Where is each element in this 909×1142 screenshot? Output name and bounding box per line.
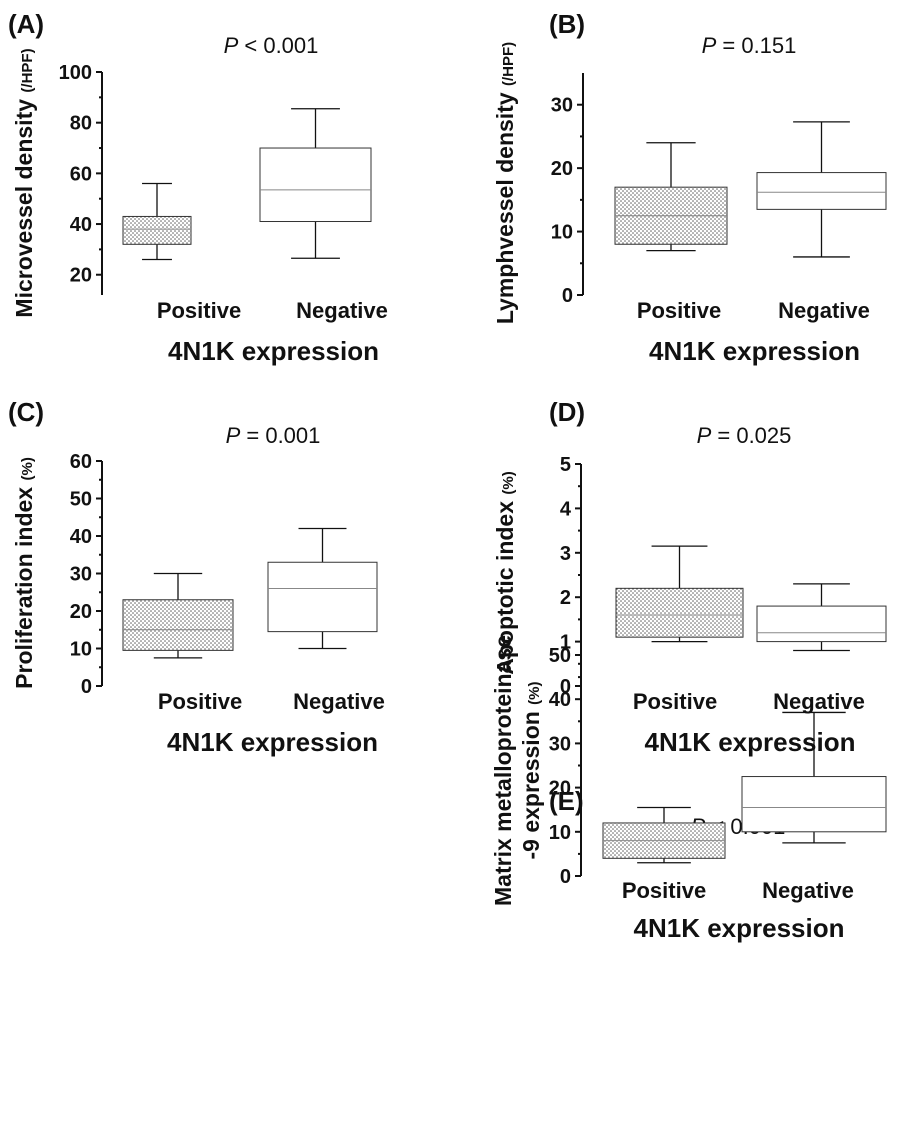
y-tick-label: 20 [551,158,573,180]
x-category-label: Positive [637,298,721,323]
y-tick-label: 3 [560,543,571,565]
iqr-box [123,600,233,651]
y-axis-label-unit: (%) [500,471,517,494]
box-positive [123,184,191,260]
p-value-text: < 0.001 [238,33,318,58]
y-tick-label: 20 [549,778,571,800]
x-axis-label: 4N1K expression [168,336,379,366]
y-tick-label: 4 [560,498,572,520]
y-tick-label: 30 [551,95,573,117]
p-symbol: P [702,33,717,58]
x-category-label: Negative [762,878,854,903]
y-tick-label: 0 [81,676,92,698]
p-value: P < 0.001 [224,33,319,58]
y-tick-label: 50 [549,645,571,667]
x-category-label: Negative [778,298,870,323]
x-axis-label: 4N1K expression [167,727,378,757]
x-axis-label: 4N1K expression [645,727,856,757]
x-category-label: Negative [296,298,388,323]
y-axis-label-unit: (/HPF) [19,48,36,92]
box-positive [616,546,743,641]
y-tick-label: 30 [70,564,92,586]
y-tick-label: 20 [70,601,92,623]
p-symbol: P [224,33,239,58]
y-tick-label: 50 [70,489,92,511]
y-axis-label-main: Lymphvessel density [492,92,518,324]
y-tick-label: 40 [70,526,92,548]
y-axis-label-unit: (%) [526,681,543,704]
y-tick-label: 80 [70,113,92,135]
y-tick-label: 10 [549,822,571,844]
y-tick-label: 100 [59,62,92,84]
panel-label: (A) [8,9,44,39]
y-tick-label: 0 [560,866,571,888]
x-category-label: Positive [157,298,241,323]
iqr-box [757,173,886,210]
x-category-label: Positive [158,689,242,714]
y-tick-label: 40 [70,214,92,236]
x-category-label: Positive [633,689,717,714]
p-symbol: P [697,423,712,448]
y-tick-label: 20 [70,265,92,287]
p-symbol: P [226,423,241,448]
y-tick-label: 40 [549,689,571,711]
y-tick-label: 60 [70,451,92,473]
y-tick-label: 5 [560,454,571,476]
y-axis-label-unit: (/HPF) [500,42,517,86]
panel-label: (B) [549,9,585,39]
iqr-box [757,606,886,642]
y-axis-label-main: -9 expression [518,711,544,859]
box-positive [615,143,727,251]
iqr-box [616,588,743,637]
p-value: P = 0.001 [226,423,321,448]
box-negative [757,122,886,257]
panel-label: (D) [549,397,585,427]
iqr-box [260,148,371,221]
p-value-text: = 0.025 [711,423,791,448]
panel-label: (C) [8,397,44,427]
y-tick-label: 2 [560,587,571,609]
panel-e: (E)P < 0.00101020304050PositiveNegative4… [490,635,886,943]
p-value-text: = 0.151 [716,33,796,58]
p-value: P = 0.151 [702,33,797,58]
box-negative [757,584,886,651]
box-negative [260,109,371,259]
x-axis-label: 4N1K expression [649,336,860,366]
y-axis-label: Lymphvessel density (/HPF) [492,42,518,324]
iqr-box [123,216,191,244]
y-tick-label: 30 [549,733,571,755]
x-category-label: Negative [773,689,865,714]
y-tick-label: 10 [70,639,92,661]
panel-b: (B) P = 0.151 0 10 20 30 Positive Negative 4N1K … [492,9,886,366]
y-tick-label: 10 [551,222,573,244]
y-tick-label: 0 [562,285,573,307]
panel-a: (A) P < 0.001 20 40 60 80 100 Positive Negative 4… [8,9,388,366]
y-axis-label-line2: -9 expression (%) [518,681,544,859]
p-value: P = 0.025 [697,423,792,448]
iqr-box [742,777,886,832]
y-axis-label-main: Microvessel density [11,99,37,318]
x-category-label: Positive [622,878,706,903]
y-axis-label-line1: Matrix metalloproteinase [490,635,516,906]
y-tick-label: 60 [70,163,92,185]
panel-c: (C) P = 0.001 0 10 20 30 40 50 60 Positive Negativ… [8,397,385,757]
y-axis-label-unit: (%) [19,457,36,480]
iqr-box [268,562,377,631]
y-axis-label: Proliferation index (%) [11,457,37,689]
x-axis-label: 4N1K expression [634,913,845,943]
box-positive [123,574,233,658]
y-axis-label: Microvessel density (/HPF) [11,48,37,317]
x-category-label: Negative [293,689,385,714]
box-negative [268,529,377,649]
y-axis-label-main: Proliferation index [11,487,37,689]
p-value-text: = 0.001 [240,423,320,448]
